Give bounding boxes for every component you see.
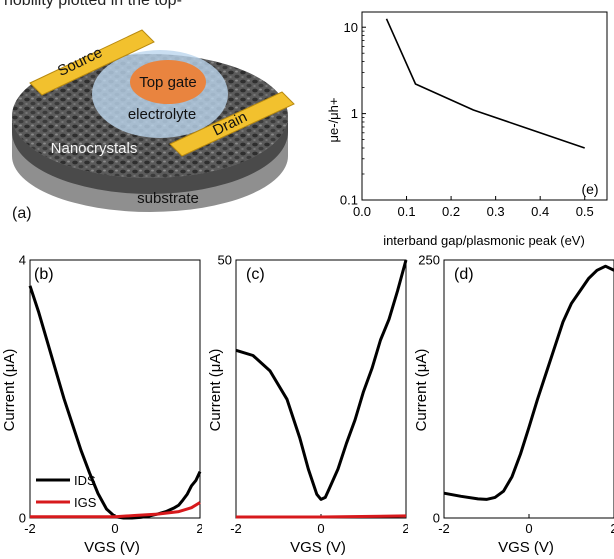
chart-b-frame — [29, 259, 201, 519]
chart-e-series-0-line — [385, 18, 585, 149]
chart-e-ytick-label: 0.1 — [340, 193, 358, 208]
chart-d-iv-curve: -2020250 Current (μA) VGS (V) (d) — [413, 253, 614, 556]
chart-d-ytick-label: 0 — [433, 511, 440, 526]
nanocrystals-label: Nanocrystals — [51, 140, 138, 157]
chart-b-ylabel: Current (μA) — [1, 349, 18, 432]
chart-e-ylabel-text: μe-/μh+ — [326, 98, 341, 143]
device-schematic: Source Drain Top gate electrolyte Nanocr… — [12, 29, 295, 222]
drain-electrode — [169, 91, 295, 157]
top-gate-electrode — [130, 60, 206, 104]
chart-c-iv-curve: -2 0 2 50 Current (μA) VGS (V) (c) — [207, 253, 408, 556]
chart-c-panel-label: (c) — [246, 266, 265, 283]
chart-d-xtick-label: 2 — [610, 521, 614, 536]
chart-b-ytick-label: 4 — [19, 253, 26, 268]
chart-c-ylabel: Current (μA) — [207, 349, 224, 432]
chart-d-ticks: -2020250 — [418, 253, 614, 536]
chart-e-xlabel: interband gap/plasmonic peak (eV) — [383, 233, 585, 248]
chart-b-series-ids-line — [28, 285, 202, 520]
chart-e-xtick-label: 0.5 — [576, 204, 594, 219]
panel-a-label: (a) — [12, 205, 32, 222]
chart-d-panel-label: (d) — [454, 266, 474, 283]
chart-d-xtick-label: -2 — [438, 521, 450, 536]
chart-e-xtick-label: 0.4 — [531, 204, 549, 219]
chart-e-xtick-label: 0.0 — [353, 204, 371, 219]
chart-b-xlabel: VGS (V) — [84, 539, 140, 556]
chart-d-ytick-label: 250 — [418, 253, 440, 268]
chart-b-ytick-label: 0 — [19, 511, 26, 526]
source-electrode — [29, 29, 155, 96]
chart-c-ytick-label: 50 — [218, 253, 232, 268]
chart-b-xtick-label: -2 — [24, 521, 36, 536]
chart-e-ylabel: μe-/μh+ — [326, 98, 341, 143]
chart-c-series-ig-line — [236, 514, 407, 519]
caption-fragment-text: nobility plotted in the top- — [4, 0, 182, 9]
chart-e-ytick-label: 1 — [351, 106, 358, 121]
chart-d-ylabel: Current (μA) — [413, 349, 430, 432]
chart-c-frame — [235, 259, 407, 519]
chart-c-xlabel: VGS (V) — [290, 539, 346, 556]
chart-e-xtick-label: 0.1 — [398, 204, 416, 219]
chart-c-xtick-label: 0 — [317, 521, 324, 536]
chart-b-series-igs-line — [30, 501, 201, 519]
chart-e-marks — [385, 18, 585, 149]
chart-b-legend: IDS IGS — [36, 473, 97, 510]
chart-c-xtick-label: -2 — [230, 521, 242, 536]
chart-d-xtick-label: 0 — [525, 521, 532, 536]
chart-e-xtick-label: 0.2 — [442, 204, 460, 219]
chart-e-xtick-label: 0.3 — [487, 204, 505, 219]
substrate-label: substrate — [137, 190, 199, 207]
chart-d-marks — [443, 264, 614, 501]
chart-b-xtick-label: 0 — [111, 521, 118, 536]
legend-igs-label: IGS — [74, 495, 97, 510]
chart-e-ytick-label: 10 — [344, 20, 358, 35]
chart-c-xtick-label: 2 — [402, 521, 408, 536]
chart-b-panel-label: (b) — [34, 266, 54, 283]
chart-c-series-id-line — [235, 259, 408, 501]
chart-b-marks — [28, 285, 202, 520]
caption-fragment: nobility plotted in the top- — [0, 0, 380, 22]
chart-b-xtick-label: 2 — [196, 521, 202, 536]
chart-e-panel-label: (e) — [581, 181, 598, 197]
chart-b-iv-curve: -2 0 204 Current (μA) VGS (V) (b) IDS IGS — [1, 253, 202, 556]
chart-d-series-id-line — [443, 264, 614, 501]
chart-c-marks — [235, 259, 408, 519]
film-edge — [12, 116, 288, 194]
legend-ids-label: IDS — [74, 473, 96, 488]
top-gate-label: Top gate — [139, 74, 197, 91]
chart-d-frame — [443, 259, 614, 519]
chart-d-xlabel: VGS (V) — [498, 539, 554, 556]
chart-e-frame — [361, 11, 608, 201]
electrolyte-label: electrolyte — [128, 106, 196, 123]
